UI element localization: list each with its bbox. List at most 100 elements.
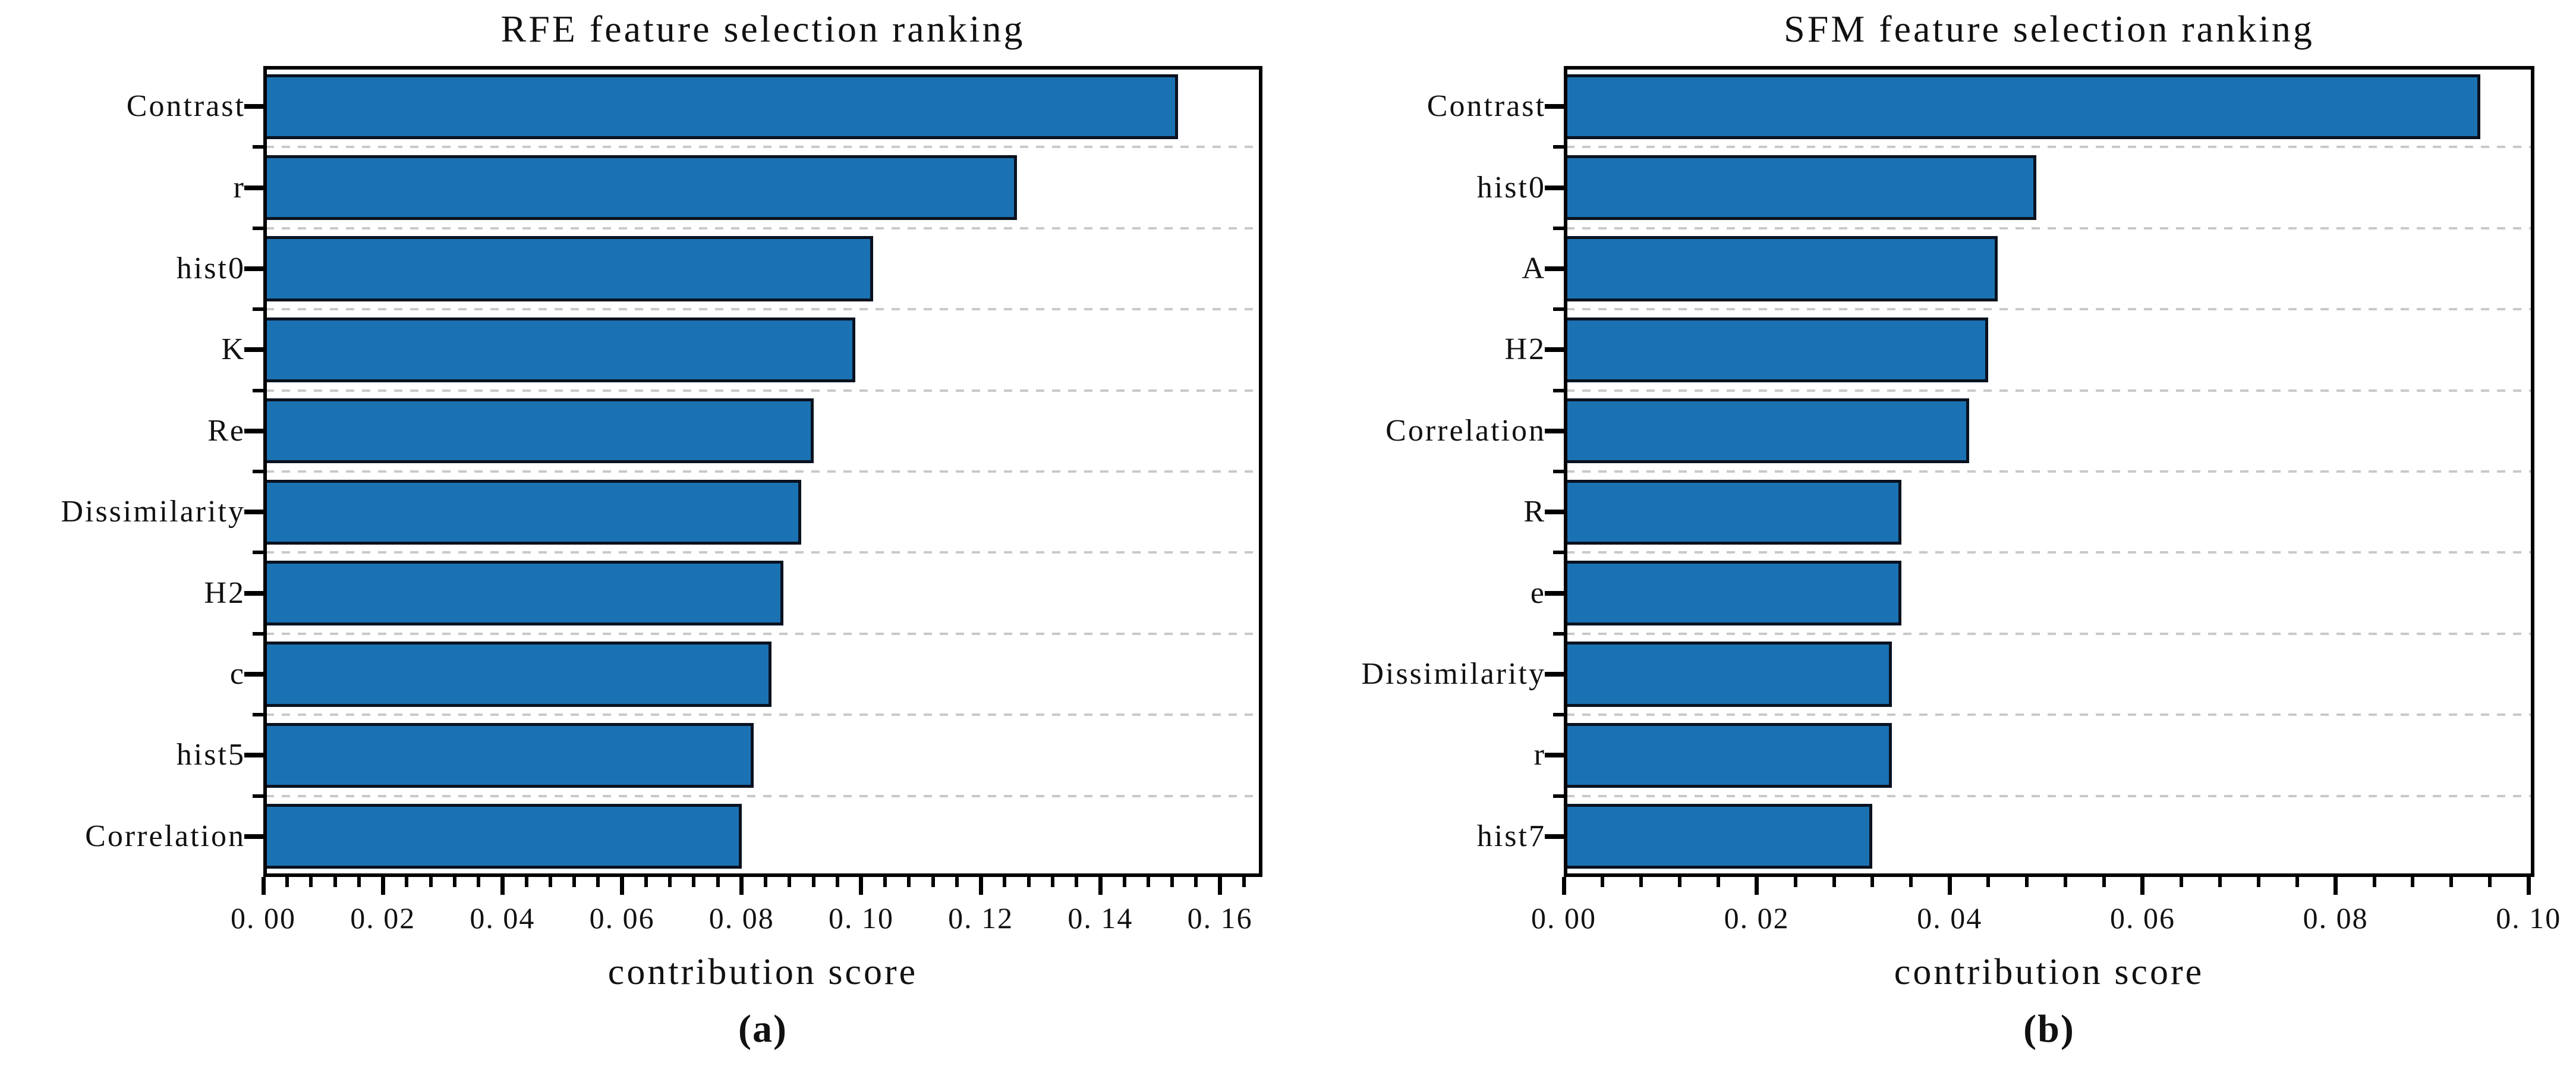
bar-h2 (263, 561, 784, 626)
y-category-label: K (221, 332, 245, 367)
x-minor-tick (1026, 877, 1031, 887)
y-minor-tick (1553, 145, 1564, 149)
gridline (266, 794, 1260, 797)
x-major-tick (859, 877, 864, 895)
subfigure-caption-b: (b) (2023, 1007, 2075, 1051)
y-minor-tick (253, 794, 263, 798)
x-minor-tick (1170, 877, 1174, 887)
y-minor-tick (1553, 226, 1564, 230)
y-category-label: A (1522, 252, 1546, 285)
gridline (1566, 389, 2532, 392)
x-minor-tick (692, 877, 696, 887)
bar-e (1564, 561, 1902, 626)
x-minor-tick (2488, 877, 2492, 887)
x-minor-tick (524, 877, 528, 887)
x-tick-label: 0. 08 (2303, 901, 2369, 935)
bar-r (1564, 722, 1892, 788)
bar-contrast (263, 74, 1179, 139)
x-major-tick (2333, 877, 2338, 895)
x-minor-tick (596, 877, 600, 887)
x-minor-tick (716, 877, 720, 887)
y-major-tick (1545, 753, 1564, 758)
x-minor-tick (405, 877, 409, 887)
bar-c (263, 642, 772, 707)
gridline (1566, 146, 2532, 149)
bar-h2 (1564, 317, 1989, 382)
x-tick-label: 0. 10 (828, 901, 894, 935)
gridline (1566, 308, 2532, 311)
y-major-tick (1545, 104, 1564, 109)
x-tick-label: 0. 16 (1187, 901, 1253, 935)
y-minor-tick (1553, 470, 1564, 473)
y-major-tick (1545, 590, 1564, 596)
x-minor-tick (931, 877, 935, 887)
y-category-label: H2 (1504, 332, 1546, 367)
gridline (1566, 551, 2532, 554)
y-major-tick (244, 266, 263, 271)
gridline (266, 713, 1260, 716)
gridline (1566, 227, 2532, 230)
x-minor-tick (2064, 877, 2068, 887)
x-minor-tick (1909, 877, 1913, 887)
x-minor-tick (2025, 877, 2029, 887)
x-tick-label: 0. 04 (1917, 901, 1983, 935)
y-major-tick (1545, 672, 1564, 677)
x-tick-label: 0. 00 (231, 901, 296, 935)
x-minor-tick (2372, 877, 2376, 887)
x-minor-tick (811, 877, 815, 887)
x-major-tick (978, 877, 983, 895)
gridline (1566, 632, 2532, 635)
x-major-tick (1947, 877, 1952, 895)
y-minor-tick (253, 307, 263, 312)
x-major-tick (739, 877, 744, 895)
x-minor-tick (1146, 877, 1150, 887)
x-minor-tick (2449, 877, 2454, 887)
x-minor-tick (429, 877, 433, 887)
x-minor-tick (2218, 877, 2222, 887)
y-major-tick (244, 428, 263, 433)
y-minor-tick (1553, 307, 1564, 312)
y-minor-tick (253, 551, 263, 555)
bar-k (263, 317, 855, 382)
x-major-tick (380, 877, 385, 895)
y-category-label: r (233, 170, 245, 205)
gridline (1566, 713, 2532, 716)
y-category-label: Contrast (126, 89, 245, 124)
x-minor-tick (1639, 877, 1643, 887)
x-minor-tick (2295, 877, 2299, 887)
chart-title-b: SFM feature selection ranking (1784, 8, 2314, 50)
x-tick-label: 0. 02 (1724, 901, 1790, 935)
x-minor-tick (644, 877, 648, 887)
x-minor-tick (477, 877, 481, 887)
y-major-tick (244, 672, 263, 677)
bar-a (1564, 236, 1998, 301)
x-tick-label: 0. 10 (2496, 901, 2562, 935)
x-minor-tick (333, 877, 337, 887)
x-major-tick (1561, 877, 1566, 895)
x-minor-tick (285, 877, 289, 887)
y-category-label: hist7 (1476, 819, 1546, 853)
bar-correlation (263, 804, 742, 869)
x-minor-tick (1075, 877, 1079, 887)
y-major-tick (244, 834, 263, 839)
x-minor-tick (1194, 877, 1198, 887)
y-minor-tick (1553, 631, 1564, 636)
y-category-label: hist0 (1476, 170, 1546, 205)
y-major-tick (244, 753, 263, 758)
y-category-label: H2 (204, 576, 245, 610)
y-minor-tick (253, 631, 263, 636)
gridline (266, 470, 1260, 473)
y-minor-tick (1553, 794, 1564, 798)
x-tick-label: 0. 12 (948, 901, 1014, 935)
y-major-tick (244, 510, 263, 515)
y-minor-tick (1553, 551, 1564, 555)
x-major-tick (1098, 877, 1103, 895)
subfigure-caption-a: (a) (738, 1007, 788, 1051)
x-minor-tick (572, 877, 577, 887)
x-tick-label: 0. 02 (350, 901, 416, 935)
x-minor-tick (1870, 877, 1875, 887)
y-category-label: hist0 (176, 252, 245, 285)
x-tick-label: 0. 06 (2109, 901, 2175, 935)
